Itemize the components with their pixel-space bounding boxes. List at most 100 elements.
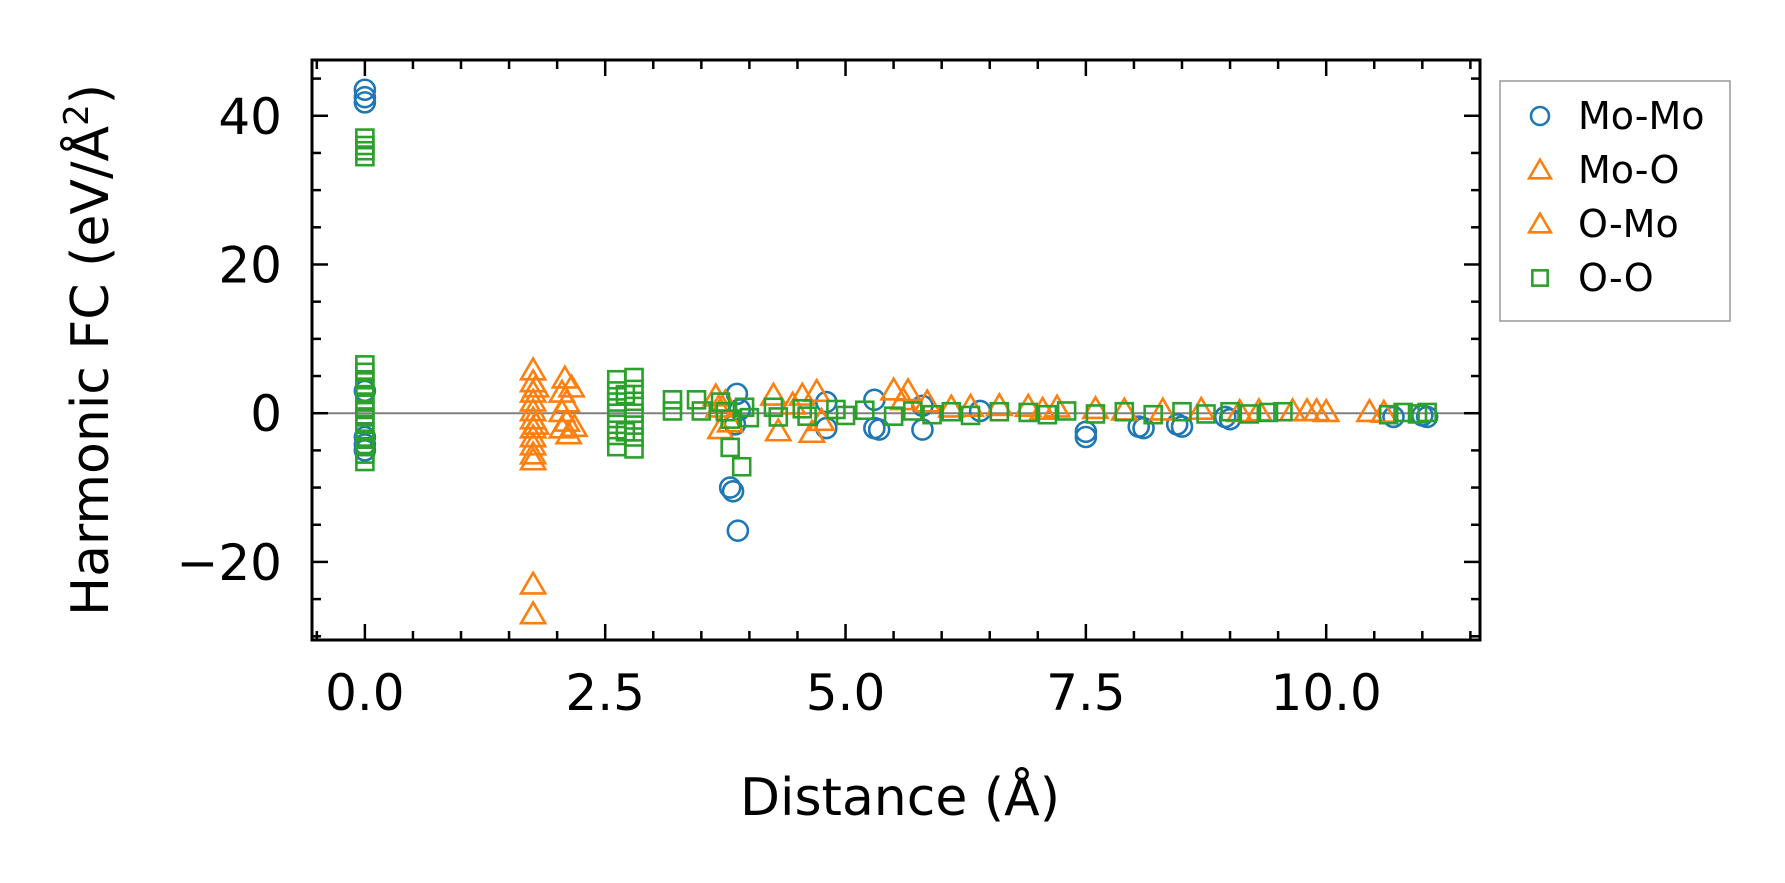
data-point (1143, 404, 1163, 425)
data-point (797, 406, 817, 426)
legend-marker (1529, 105, 1551, 127)
data-point (1417, 402, 1437, 423)
data-point (731, 456, 752, 477)
data-point (353, 91, 377, 114)
data-point (903, 401, 923, 421)
legend-frame (1499, 80, 1731, 322)
y-axis-label-main: Harmonic FC (eV/Å (59, 125, 121, 616)
data-point (1037, 404, 1058, 425)
data-point (1013, 392, 1043, 418)
data-point (854, 400, 875, 421)
data-point (936, 393, 966, 418)
data-point (615, 384, 636, 405)
data-point (560, 412, 589, 438)
legend-item: Mo-O (1526, 148, 1679, 192)
data-point (739, 407, 760, 428)
y-axis-label: Harmonic FC (eV/Å2) (57, 84, 121, 616)
data-point (1081, 394, 1110, 420)
data-point (763, 416, 793, 442)
data-point (883, 406, 904, 426)
x-axis-label: Distance (Å) (740, 766, 1060, 828)
y-axis-label-superscript: 2 (57, 104, 97, 126)
y-tick-label: 20 (218, 236, 282, 294)
data-point (624, 367, 644, 388)
y-tick-label: −20 (176, 534, 282, 592)
data-point (985, 391, 1014, 417)
data-point (355, 140, 375, 161)
data-point (726, 519, 750, 542)
data-point (557, 373, 586, 398)
data-point (1369, 398, 1399, 423)
legend-marker (1526, 157, 1554, 180)
data-point (941, 401, 962, 422)
series-mo-mo (353, 78, 1439, 542)
data-point (353, 78, 377, 102)
legend-label: Mo-O (1578, 148, 1679, 192)
data-point (802, 377, 832, 403)
y-tick-label: 40 (218, 88, 282, 146)
y-axis-label-close: ) (61, 84, 121, 104)
series-mo-o (518, 355, 1399, 625)
legend-item: Mo-Mo (1529, 94, 1705, 138)
legend-marker (1526, 211, 1554, 234)
data-point (518, 570, 548, 595)
plot-frame (310, 58, 1482, 642)
data-point (720, 437, 740, 458)
data-point (912, 387, 942, 413)
legend-item: O-O (1531, 256, 1654, 300)
data-point (518, 431, 548, 456)
data-point (1186, 395, 1216, 420)
y-tick-label: 0 (250, 385, 282, 443)
data-point (518, 387, 548, 412)
legend-label: O-Mo (1578, 202, 1679, 246)
data-point (1056, 401, 1077, 421)
data-point (1273, 401, 1293, 422)
x-tick-label: 2.5 (565, 664, 645, 722)
legend-label: Mo-Mo (1578, 94, 1705, 138)
x-tick-label: 10.0 (1271, 664, 1382, 722)
data-point (521, 410, 551, 435)
data-point (1114, 401, 1135, 422)
data-point (662, 401, 683, 421)
legend-marker (1531, 269, 1549, 287)
data-point (1085, 404, 1106, 424)
data-point (662, 390, 683, 410)
data-point (797, 418, 827, 444)
data-point (720, 409, 740, 429)
legend-item: O-Mo (1526, 202, 1679, 246)
data-point (518, 445, 548, 471)
data-point (960, 405, 981, 426)
data-point (353, 379, 377, 403)
data-point (1393, 402, 1413, 423)
data-point (1196, 404, 1216, 424)
data-point (1378, 404, 1399, 425)
data-point (518, 440, 548, 465)
x-tick-label: 7.5 (1046, 664, 1126, 722)
legend: Mo-Mo Mo-O O-Mo O-O (1499, 80, 1731, 322)
data-point (989, 401, 1010, 422)
data-point (835, 405, 856, 426)
legend-label: O-O (1578, 256, 1654, 300)
data-point (759, 381, 788, 406)
data-point (1220, 401, 1240, 422)
data-point (355, 146, 375, 167)
data-point (1258, 402, 1279, 423)
data-point (624, 403, 644, 424)
data-point (867, 418, 891, 441)
data-point (1239, 404, 1260, 424)
data-point (1172, 401, 1192, 422)
data-point (521, 373, 551, 398)
data-point (624, 439, 644, 459)
data-point (615, 421, 636, 442)
data-point (721, 479, 745, 503)
data-point (691, 401, 712, 421)
data-point (518, 599, 548, 625)
data-point (1311, 397, 1341, 423)
data-point (1292, 396, 1322, 422)
data-point (355, 451, 375, 472)
x-tick-label: 0.0 (325, 664, 405, 722)
data-point (1355, 397, 1384, 423)
data-point (879, 376, 908, 401)
data-point (1170, 415, 1194, 438)
